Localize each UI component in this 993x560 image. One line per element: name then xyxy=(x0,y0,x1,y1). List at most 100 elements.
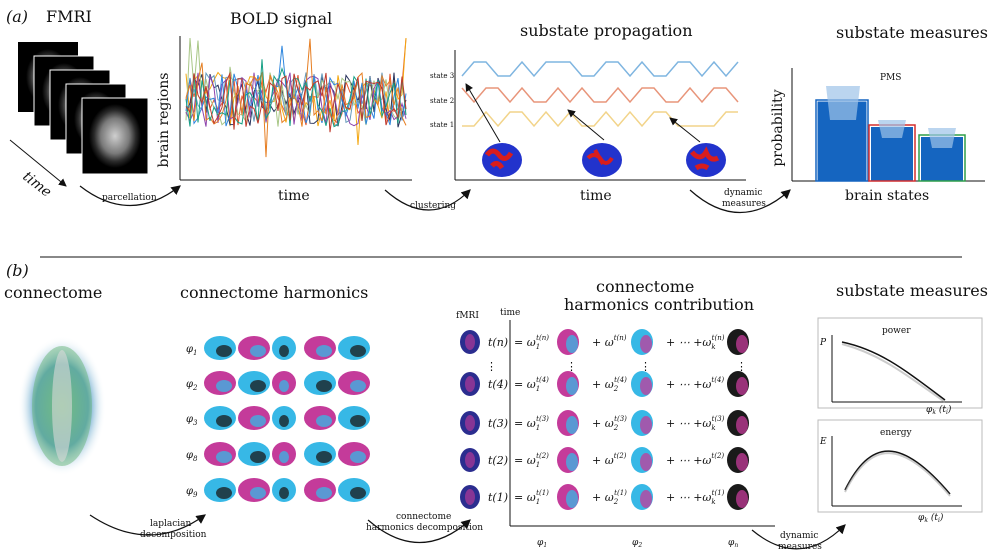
x-phin: φn xyxy=(728,538,738,549)
ellipsis-vertical: ⋮ xyxy=(566,360,577,373)
fmri-brain-detail xyxy=(465,415,475,431)
harmonic-decomp-arrow xyxy=(367,519,471,544)
connectome-tractography xyxy=(18,336,106,476)
contrib-brain-detail xyxy=(736,335,748,353)
dynamic-label-a1: dynamic xyxy=(724,188,762,198)
parcellation-arrow xyxy=(79,185,181,206)
dynamic-label-a2: measures xyxy=(722,199,766,209)
propagation-title: substate propagation xyxy=(520,21,693,40)
fmri-brain-detail xyxy=(465,489,475,505)
state2-label: state 2 xyxy=(430,97,454,105)
harmonic-brain-detail xyxy=(316,487,332,499)
energy-curve xyxy=(844,450,951,495)
harmonic-brain-detail xyxy=(250,345,266,357)
harmonic-brain-detail xyxy=(350,345,366,357)
bold-ylabel: brain regions xyxy=(156,73,172,168)
row-term: + ω2t(3) xyxy=(592,415,627,432)
harmonic-brain-detail xyxy=(216,345,232,357)
E-label: E xyxy=(819,437,827,447)
contrib-brain-detail xyxy=(736,377,748,395)
dynamic-arrow-a xyxy=(689,189,791,214)
bold-trace xyxy=(185,71,407,127)
harm-decomp-label-1: connectome xyxy=(396,512,451,522)
ellipsis-vertical: ⋮ xyxy=(640,360,651,373)
harmonic-brain-detail xyxy=(350,487,366,499)
row-term: = ω1t(2) xyxy=(514,452,549,469)
row-term: + ⋯ +ωkt(1) xyxy=(666,489,725,506)
power-curve-band xyxy=(841,343,946,403)
harmonic-brain-detail xyxy=(216,380,232,392)
power-label: power xyxy=(882,326,911,336)
connectome-title: connectome xyxy=(4,283,102,302)
substate-trace xyxy=(462,110,738,128)
harmonic-brain-detail xyxy=(279,345,289,357)
contrib-brain-detail xyxy=(736,490,748,508)
ellipsis-vertical: ⋮ xyxy=(486,360,497,373)
parcellation-label: parcellation xyxy=(102,193,157,203)
contrib-brain-detail xyxy=(640,490,652,508)
state1-label: state 1 xyxy=(430,121,454,129)
laplacian-label-1: laplacian xyxy=(150,519,192,529)
harmonic-brain-detail xyxy=(250,380,266,392)
clustering-label: clustering xyxy=(410,201,456,211)
harmonic-brain-detail xyxy=(350,415,366,427)
row-term: + ω2t(4) xyxy=(592,376,627,393)
laplacian-label-2: decomposition xyxy=(140,530,207,540)
bold-signal-traces xyxy=(185,37,407,158)
substate-trace xyxy=(461,86,739,104)
contrib-brain-detail xyxy=(736,453,748,471)
harmonic-brain-detail xyxy=(216,415,232,427)
energy-label: energy xyxy=(880,428,913,438)
dynamic-arrow-b xyxy=(751,524,846,550)
prob-ylabel: probability xyxy=(770,89,786,166)
contrib-brain-detail xyxy=(736,416,748,434)
dynamic-label-b1: dynamic xyxy=(780,531,818,541)
energy-curve-band xyxy=(844,452,951,497)
substate-traces xyxy=(461,60,739,128)
phi-label: φ3 xyxy=(186,414,198,427)
bold-trace xyxy=(185,38,407,158)
x-phi1: φ1 xyxy=(537,538,547,549)
dynamic-label-b2: measures xyxy=(778,542,822,552)
contrib-brain-detail xyxy=(640,416,652,434)
row-term: = ω1t(3) xyxy=(514,415,549,432)
contribution-rows: t(n) = ω1t(n) + ωt(n) + ⋯ +ωkt(n) ⋮ ⋮ ⋮ ⋮ t(4) = … xyxy=(460,329,749,510)
harmonic-brain-maps xyxy=(204,336,370,502)
substate-trace xyxy=(461,60,739,78)
contrib-brain-detail xyxy=(566,416,578,434)
phi-label: φ9 xyxy=(186,486,198,499)
fmri-small-label: fMRI xyxy=(456,311,479,321)
fmri-stack xyxy=(18,42,149,175)
row-term: + ⋯ +ωkt(3) xyxy=(666,415,725,432)
row-time-label: t(3) xyxy=(488,417,508,430)
harmonic-brain-detail xyxy=(316,380,332,392)
harmonic-brain-detail xyxy=(250,451,266,463)
brain1-arrow xyxy=(465,83,501,143)
phi-label: φ2 xyxy=(186,379,198,392)
contrib-title-2: harmonics contribution xyxy=(564,295,754,314)
measures-title-a: substate measures xyxy=(836,23,988,42)
brain-state-maps xyxy=(482,143,726,177)
harmonic-brain-detail xyxy=(350,380,366,392)
P-label: P xyxy=(819,338,827,348)
row-time-label: t(n) xyxy=(488,336,508,349)
ellipsis-vertical: ⋮ xyxy=(736,360,747,373)
harmonic-brain-detail xyxy=(279,380,289,392)
row-term: + ωt(2) xyxy=(592,452,627,467)
contrib-title-1: connectome xyxy=(596,277,694,296)
contrib-brain-detail xyxy=(640,453,652,471)
row-term: + ⋯ +ωt(4) xyxy=(666,376,724,391)
harm-decomp-label-2: harmonics decomposition xyxy=(366,523,483,533)
panel-b-tag: (b) xyxy=(6,261,29,280)
probability-bars xyxy=(815,86,966,182)
contrib-brain-detail xyxy=(566,453,578,471)
row-term: = ω1t(1) xyxy=(514,489,549,506)
row-time-label: t(4) xyxy=(488,378,508,391)
brain3-arrow xyxy=(669,117,701,143)
bold-title: BOLD signal xyxy=(230,9,332,28)
harmonic-brain-detail xyxy=(316,415,332,427)
harmonic-brain-detail xyxy=(316,451,332,463)
fmri-brain-detail xyxy=(465,452,475,468)
fmri-brain-detail xyxy=(465,376,475,392)
